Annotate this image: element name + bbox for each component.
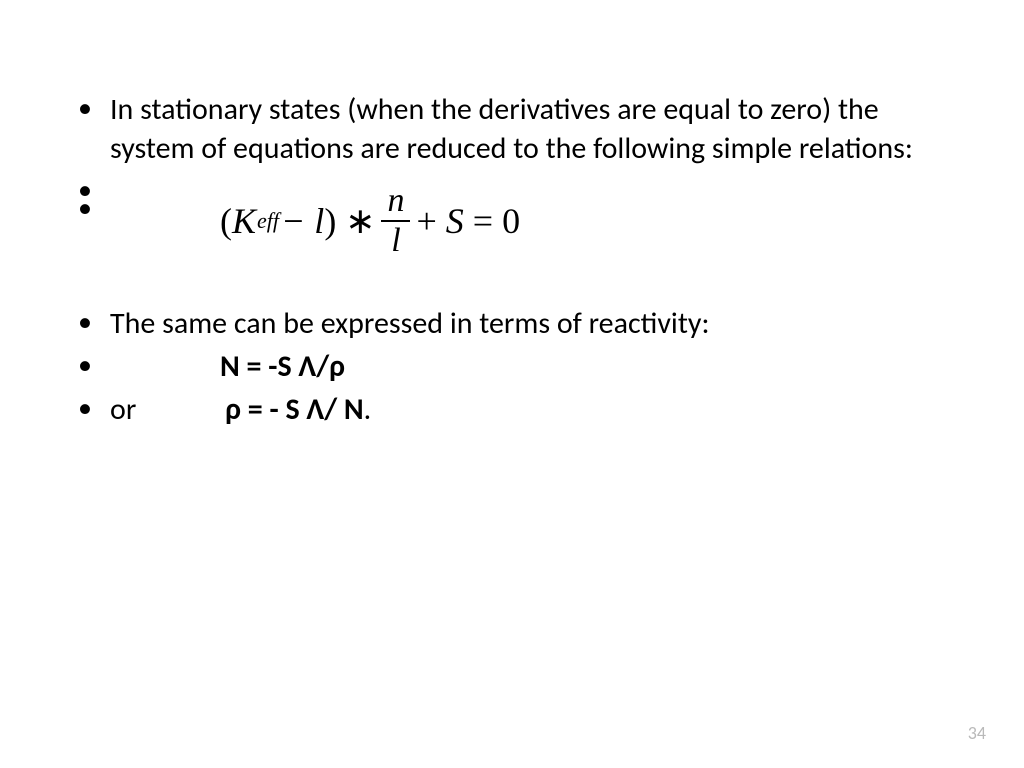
bullet-1-text: In stationary states (when the derivativ… [110, 91, 913, 167]
eq1-rparen-star: ) ∗ [324, 198, 375, 245]
equation-3: ρ = - S Λ/ N [225, 391, 364, 428]
equation-1: ( K eff − l ) ∗ n l + S = 0 [220, 184, 520, 258]
eq1-rest: + S = 0 [416, 198, 520, 245]
bullet-list: In stationary states (when the derivativ… [70, 90, 954, 429]
bullet-5: or ρ = - S Λ/ N. [70, 390, 954, 429]
eq1-lparen: ( [220, 198, 232, 245]
equation-2: N = -S Λ/ρ [220, 347, 345, 386]
slide-body: In stationary states (when the derivativ… [0, 0, 1024, 768]
eq1-frac-den: l [385, 224, 406, 258]
bullet-3: The same can be expressed in terms of re… [70, 304, 954, 343]
bullet-3-text: The same can be expressed in terms of re… [110, 305, 709, 342]
equation-3-wrap: ρ = - S Λ/ N. [225, 390, 371, 429]
eq1-eff: eff [256, 207, 281, 236]
bullet-1: In stationary states (when the derivativ… [70, 90, 954, 168]
bullet-equation-1: ( K eff − l ) ∗ n l + S = 0 [70, 190, 954, 300]
page-number: 34 [968, 722, 986, 744]
eq1-K: K [232, 198, 256, 245]
eq1-frac-num: n [381, 184, 410, 218]
bullet-5-or: or [110, 391, 136, 428]
bullet-4: N = -S Λ/ρ [70, 347, 954, 386]
eq1-minus-l: − l [281, 198, 324, 245]
eq1-fraction: n l [381, 184, 410, 258]
equation-3-period: . [364, 391, 372, 428]
